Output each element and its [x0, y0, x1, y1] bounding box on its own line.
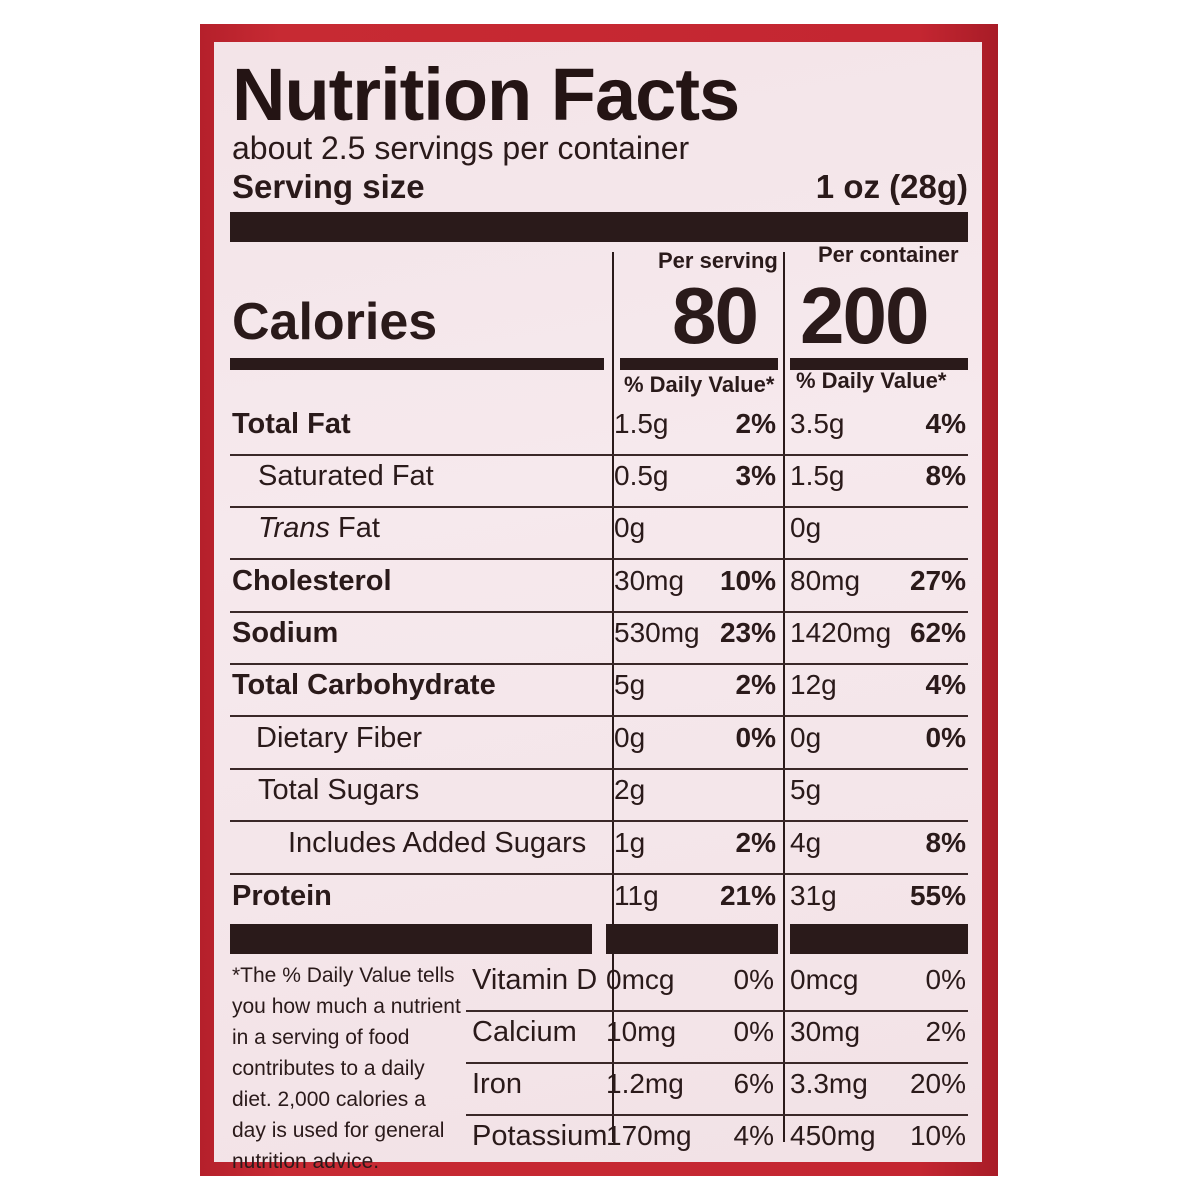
serving-amount: 1g — [614, 827, 646, 858]
container-amount: 1420mg — [790, 617, 892, 648]
container-amount: 31g — [790, 880, 837, 911]
serving-amount: 0g — [614, 512, 646, 543]
container-amount: 80mg — [790, 565, 861, 596]
container-percent: 4% — [925, 669, 966, 700]
vitamin-row-divider — [466, 1114, 968, 1116]
row-divider — [230, 558, 968, 560]
vitamin-container-amount: 30mg — [790, 1016, 861, 1047]
serving-amount: 530mg — [614, 617, 700, 648]
vitamin-row-divider — [466, 1010, 968, 1012]
vitamin-container-amount: 0mcg — [790, 964, 859, 995]
column-divider-2 — [783, 252, 785, 1142]
nutrient-name: Includes Added Sugars — [288, 827, 587, 859]
calories-per-container: 200 — [800, 271, 929, 360]
calories-label: Calories — [232, 293, 438, 351]
container-percent: 55% — [909, 880, 966, 911]
row-divider — [230, 454, 968, 456]
vitamin-serving-amount: 1.2mg — [606, 1068, 684, 1099]
container-percent: 4% — [925, 408, 966, 439]
serving-percent: 10% — [719, 565, 776, 596]
dv-header-container: % Daily Value* — [796, 368, 947, 393]
container-amount: 5g — [790, 774, 822, 805]
vitamin-serving-percent: 0% — [733, 1016, 774, 1047]
serving-amount: 11g — [614, 880, 659, 911]
vitamin-serving-percent: 0% — [733, 964, 774, 995]
thick-divider-top — [230, 212, 968, 242]
container-percent: 8% — [925, 827, 966, 858]
daily-value-footnote: *The % Daily Value tells you how much a … — [232, 964, 461, 1173]
serving-percent: 2% — [735, 669, 776, 700]
row-divider — [230, 506, 968, 508]
serving-percent: 0% — [735, 722, 776, 753]
calories-divider-right — [790, 358, 968, 370]
row-divider — [230, 715, 968, 717]
vitamin-container-percent: 2% — [925, 1016, 966, 1047]
container-amount: 0g — [790, 722, 822, 753]
serving-percent: 2% — [735, 827, 776, 858]
nutrient-name: Total Carbohydrate — [232, 669, 496, 701]
serving-amount: 2g — [614, 774, 646, 805]
nutrient-name: Cholesterol — [232, 565, 392, 597]
vitamin-container-amount: 3.3mg — [790, 1068, 868, 1099]
column-divider-1 — [612, 252, 614, 1142]
vitamin-container-amount: 450mg — [790, 1120, 876, 1151]
vitamin-serving-amount: 10mg — [606, 1016, 677, 1047]
vitamin-name: Potassium — [472, 1120, 608, 1152]
row-divider — [230, 820, 968, 822]
calories-per-serving: 80 — [672, 271, 759, 360]
container-amount: 4g — [790, 827, 822, 858]
vitamin-serving-percent: 4% — [733, 1120, 774, 1151]
per-container-header: Per container — [818, 242, 959, 267]
serving-amount: 1.5g — [614, 408, 669, 439]
nutrient-name: Total Sugars — [258, 774, 420, 806]
container-amount: 12g — [790, 669, 837, 700]
nutrient-name: Total Fat — [232, 408, 351, 440]
servings-per-container: about 2.5 servings per container — [232, 130, 690, 166]
nutrient-name: Dietary Fiber — [256, 722, 422, 754]
vitamin-name: Iron — [472, 1068, 522, 1100]
vitamin-name: Vitamin D — [472, 964, 598, 996]
thick-divider-bottom-right — [790, 924, 968, 954]
vitamin-row-divider — [466, 1062, 968, 1064]
serving-size-label: Serving size — [232, 168, 425, 205]
thick-divider-bottom-mid — [606, 924, 778, 954]
container-percent: 0% — [925, 722, 966, 753]
serving-percent: 21% — [719, 880, 776, 911]
container-percent: 8% — [925, 460, 966, 491]
vitamin-name: Calcium — [472, 1016, 577, 1048]
container-percent: 27% — [909, 565, 966, 596]
serving-amount: 5g — [614, 669, 646, 700]
nutrient-name: Protein — [232, 880, 332, 912]
serving-amount: 30mg — [614, 565, 685, 596]
vitamin-container-percent: 10% — [909, 1120, 966, 1151]
container-amount: 3.5g — [790, 408, 845, 439]
serving-percent: 23% — [719, 617, 776, 648]
vitamin-serving-amount: 0mcg — [606, 964, 675, 995]
serving-size-value: 1 oz (28g) — [815, 168, 968, 205]
calories-divider-left — [230, 358, 604, 370]
serving-percent: 3% — [735, 460, 776, 491]
per-serving-header: Per serving — [658, 248, 778, 273]
row-divider — [230, 873, 968, 875]
nutrient-name: Sodium — [232, 617, 339, 649]
nutrient-name: Trans Fat — [258, 512, 380, 544]
row-divider — [230, 663, 968, 665]
dv-header-serving: % Daily Value* — [624, 372, 775, 397]
container-percent: 62% — [909, 617, 966, 648]
vitamin-container-percent: 20% — [909, 1068, 966, 1099]
nutrient-name: Saturated Fat — [258, 460, 434, 492]
vitamin-serving-percent: 6% — [733, 1068, 774, 1099]
serving-amount: 0.5g — [614, 460, 669, 491]
serving-percent: 2% — [735, 408, 776, 439]
container-amount: 0g — [790, 512, 822, 543]
row-divider — [230, 611, 968, 613]
thick-divider-bottom-left — [230, 924, 592, 954]
row-divider — [230, 768, 968, 770]
container-amount: 1.5g — [790, 460, 845, 491]
calories-divider-mid — [620, 358, 778, 370]
vitamin-container-percent: 0% — [925, 964, 966, 995]
serving-amount: 0g — [614, 722, 646, 753]
label-title: Nutrition Facts — [232, 53, 740, 136]
vitamin-serving-amount: 170mg — [606, 1120, 692, 1151]
